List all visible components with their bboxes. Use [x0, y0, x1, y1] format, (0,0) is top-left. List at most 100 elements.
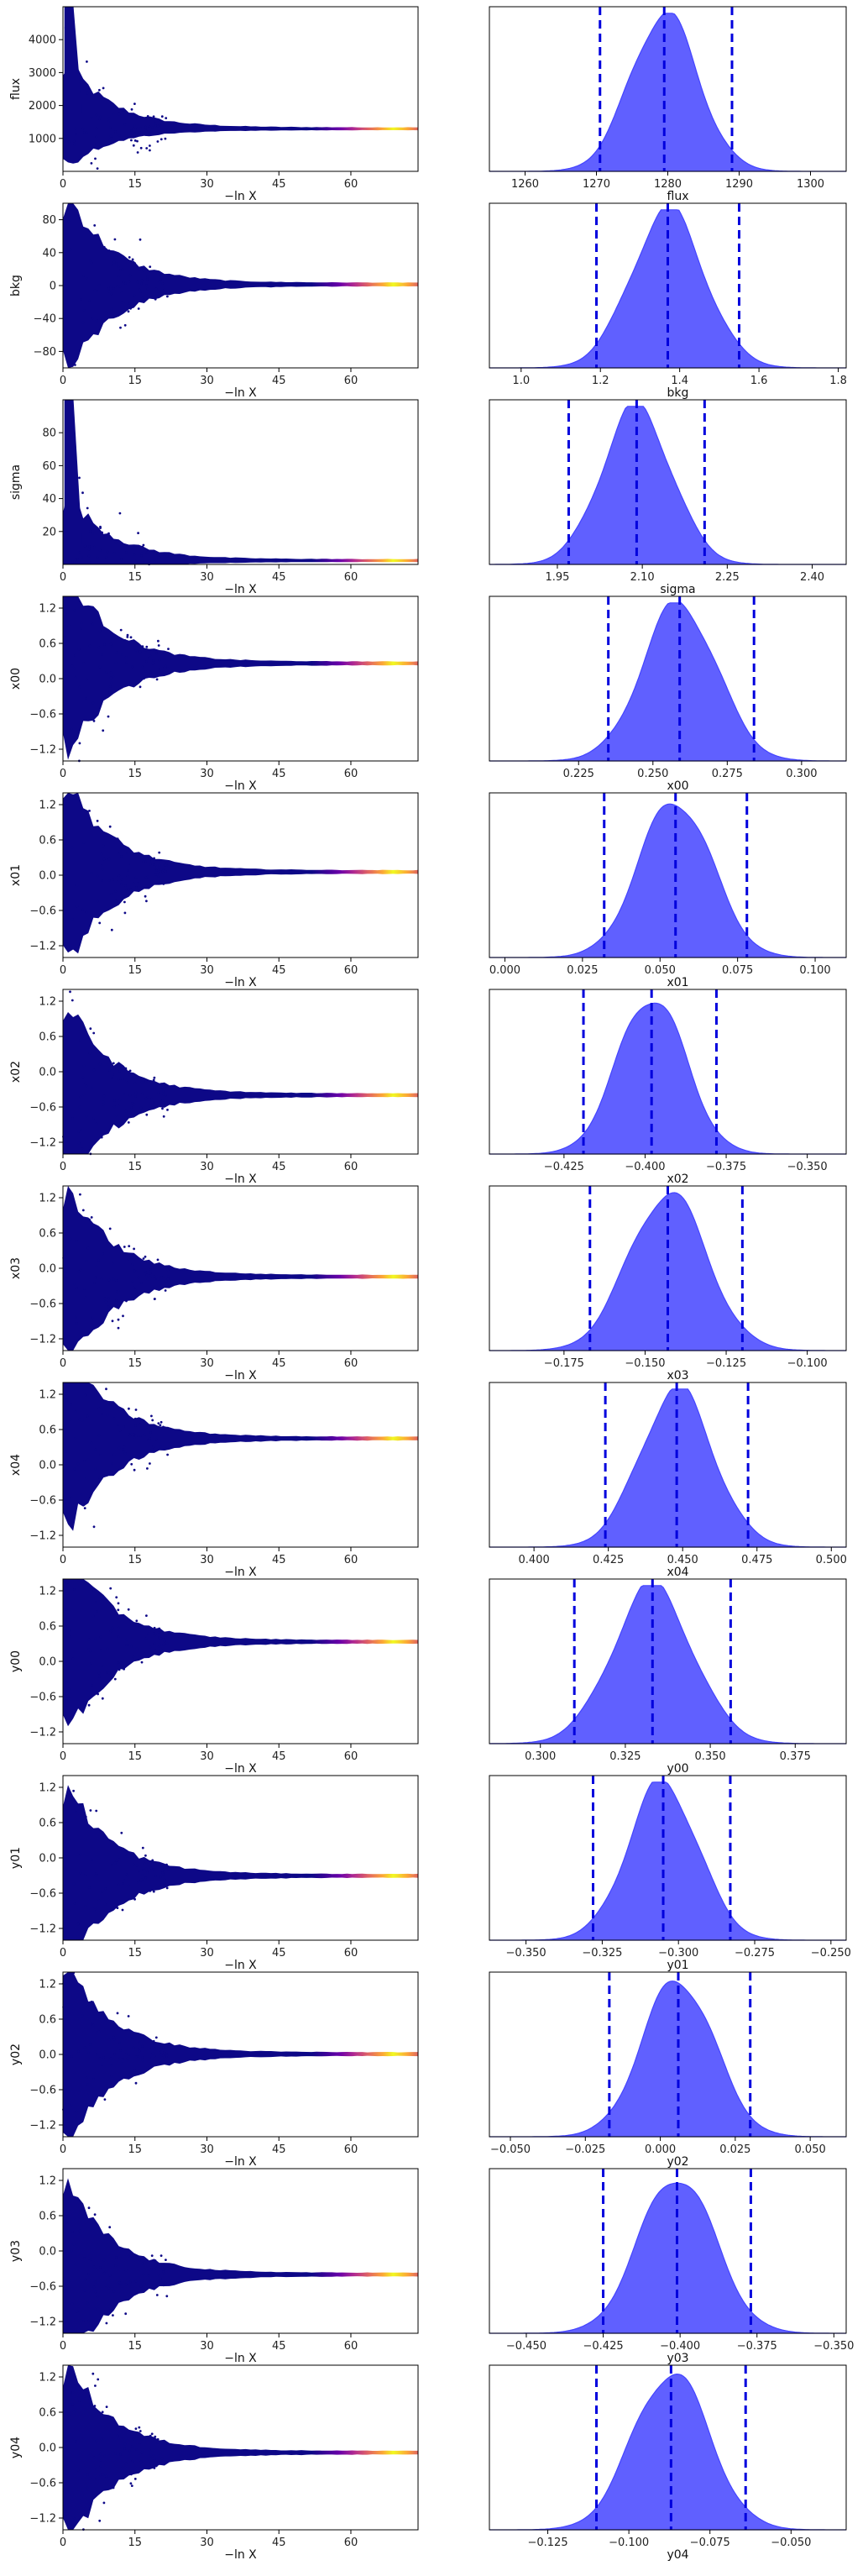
y-tick-label: −1.2	[29, 744, 56, 757]
x-tick-label: 45	[272, 1947, 286, 1960]
trace-point	[97, 1692, 99, 1696]
trace-point	[120, 883, 123, 885]
trace-point	[112, 260, 116, 264]
x-tick-label: 45	[272, 768, 286, 780]
trace-point	[162, 273, 165, 276]
trace-point	[109, 2057, 112, 2060]
trace-point	[110, 2075, 113, 2078]
trace-point	[150, 1448, 154, 1451]
trace-point	[94, 1276, 97, 1279]
trace-point	[68, 1629, 71, 1632]
trace-point	[101, 1413, 103, 1415]
x-tick-label: 30	[200, 2143, 214, 2156]
trace-point	[151, 126, 154, 129]
x-tick-label: 30	[200, 571, 214, 584]
trace-point	[150, 2254, 154, 2258]
trace-point	[85, 1115, 88, 1118]
trace-point	[165, 2267, 169, 2270]
trace-y-label: y03	[9, 2240, 23, 2262]
trace-point	[155, 2294, 159, 2296]
trace-point	[115, 285, 118, 287]
trace-point	[113, 2053, 116, 2056]
trace-point	[111, 1626, 114, 1629]
trace-point	[164, 863, 167, 867]
trace-point	[137, 532, 140, 535]
trace-point	[89, 2402, 92, 2405]
trace-point	[87, 1703, 91, 1707]
trace-point	[140, 1660, 144, 1664]
trace-y-label: y04	[9, 2437, 23, 2458]
trace-point	[126, 302, 129, 305]
trace-point	[98, 1062, 102, 1066]
trace-point	[145, 1614, 148, 1617]
trace-point	[84, 1815, 87, 1818]
trace-point	[107, 120, 110, 123]
trace-point	[115, 651, 118, 653]
posterior-frame	[489, 1775, 847, 1941]
trace-point	[69, 248, 72, 251]
trace-point	[89, 1650, 92, 1653]
trace-cloud	[63, 793, 418, 954]
trace-point	[86, 2474, 89, 2477]
trace-point	[158, 2266, 160, 2269]
trace-point	[138, 2426, 141, 2429]
trace-point	[112, 1417, 116, 1420]
posterior-panel-flux: 1260 1270 1280 1290 1300 flux	[489, 6, 847, 203]
trace-point	[138, 2040, 141, 2043]
trace-point	[92, 720, 96, 722]
posterior-frame	[489, 1185, 847, 1351]
trace-point	[166, 667, 170, 669]
x-tick-label: 1260	[511, 178, 539, 191]
row-x03: 0 15 30 45 60−1.2−0.60.00.61.2−ln Xx03−0.175…	[9, 1185, 847, 1382]
trace-point	[81, 321, 85, 324]
trace-point	[72, 2127, 75, 2130]
posterior-x-label: x00	[667, 779, 688, 793]
trace-point	[95, 289, 98, 292]
trace-point	[110, 292, 113, 296]
trace-point	[79, 1193, 81, 1196]
trace-point	[74, 1437, 77, 1440]
trace-point	[140, 552, 144, 555]
trace-point	[153, 2047, 156, 2050]
trace-point	[117, 1326, 120, 1330]
trace-point	[118, 1098, 122, 1101]
trace-point	[115, 2256, 118, 2259]
trace-point	[85, 131, 88, 134]
trace-point	[69, 990, 71, 994]
trace-point	[154, 297, 157, 301]
trace-point	[78, 1105, 81, 1109]
trace-point	[139, 291, 142, 293]
trace-point	[160, 1883, 164, 1886]
trace-point	[85, 1477, 88, 1480]
trace-point	[162, 883, 165, 885]
trace-point	[87, 554, 91, 558]
trace-point	[149, 144, 151, 147]
trace-point	[134, 1095, 137, 1098]
y-tick-label: 80	[42, 428, 56, 440]
trace-point	[109, 126, 112, 129]
trace-point	[125, 888, 128, 891]
trace-point	[109, 643, 112, 646]
trace-point	[74, 364, 76, 366]
trace-point	[149, 1645, 152, 1649]
trace-point	[100, 2311, 102, 2314]
trace-point	[154, 2435, 157, 2438]
trace-cloud	[63, 1568, 418, 1727]
trace-point	[107, 879, 111, 882]
trace-point	[127, 1884, 130, 1887]
trace-point	[91, 317, 94, 320]
trace-point	[112, 2058, 115, 2061]
y-tick-label: 0.0	[39, 1656, 56, 1669]
trace-point	[71, 2403, 74, 2405]
trace-point	[65, 1398, 68, 1402]
trace-point	[119, 2453, 123, 2456]
trace-panel-x00: 0 15 30 45 60 −1.2 −0.6 0.0 0.6 1.2 −ln X x00	[9, 594, 419, 793]
trace-point	[151, 662, 154, 665]
trace-point	[67, 1909, 71, 1912]
trace-point	[66, 1616, 70, 1619]
trace-point	[96, 556, 99, 559]
trace-point	[105, 671, 107, 674]
trace-point	[84, 1874, 87, 1876]
trace-point	[90, 561, 92, 564]
trace-point	[131, 1293, 134, 1297]
